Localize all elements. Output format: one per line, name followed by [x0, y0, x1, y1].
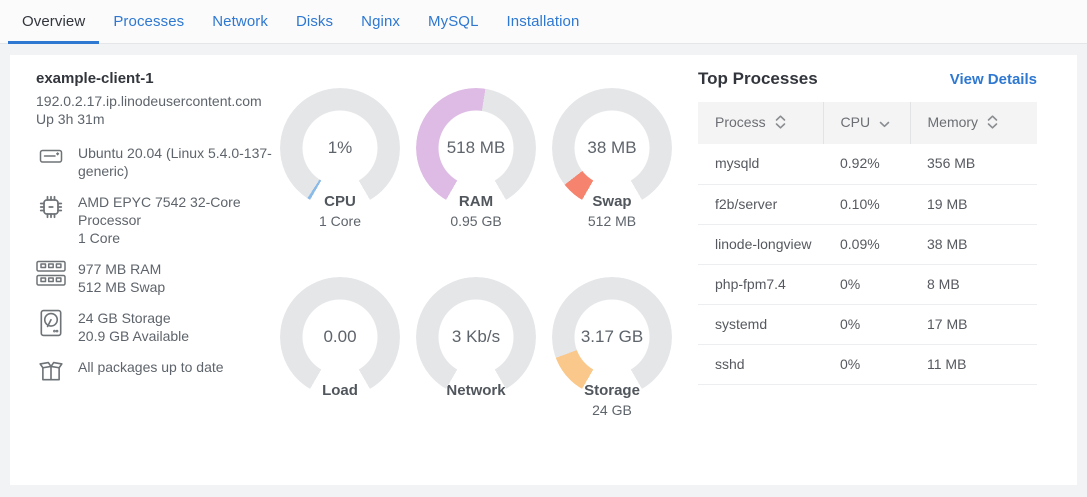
tab-nginx[interactable]: Nginx	[361, 13, 400, 30]
process-cpu: 0.10%	[823, 184, 910, 225]
tab-overview[interactable]: Overview	[8, 0, 100, 44]
top-processes-title: Top Processes	[698, 69, 818, 88]
storage-total: 24 GB Storage	[78, 310, 171, 326]
process-row: f2b/server 0.10% 19 MB	[698, 184, 1037, 225]
gauge-storage: 3.17 GB Storage 24 GB	[544, 277, 680, 418]
cpu-gauge-sublabel: 1 Core	[318, 213, 362, 229]
process-row: systemd 0% 17 MB	[698, 304, 1037, 345]
cpu-label: AMD EPYC 7542 32-Core Processor 1 Core	[78, 193, 272, 247]
spec-os: Ubuntu 20.04 (Linux 5.4.0-137-generic)	[36, 144, 272, 180]
load-gauge-ring	[280, 277, 400, 397]
process-row: mysqld 0.92% 356 MB	[698, 144, 1037, 185]
process-cpu: 0.09%	[823, 224, 910, 265]
gauge-row-top: 1% CPU 1 Core 518 MB RAM 0.95 GB 38 MB S…	[272, 88, 680, 229]
process-memory: 356 MB	[910, 144, 1037, 185]
swap-gauge-value: 38 MB	[587, 138, 637, 157]
process-cpu: 0.92%	[823, 144, 910, 185]
network-gauge-ring	[416, 277, 536, 397]
gauge-network: 3 Kb/s Network	[408, 277, 544, 418]
swap-amount: 512 MB Swap	[78, 279, 166, 295]
column-header-memory[interactable]: Memory	[910, 102, 1037, 144]
swap-gauge-sublabel: 512 MB	[587, 213, 637, 229]
view-details-link[interactable]: View Details	[949, 70, 1037, 88]
gauge-load: 0.00 Load	[272, 277, 408, 418]
process-row: sshd 0% 11 MB	[698, 344, 1037, 385]
process-memory: 38 MB	[910, 224, 1037, 265]
tab-bar: Overview Processes Network Disks Nginx M…	[0, 0, 1087, 44]
sort-both-icon	[987, 115, 998, 132]
sort-desc-icon	[879, 116, 890, 132]
cpu-gauge-ring	[280, 88, 400, 208]
client-domain: 192.0.2.17.ip.linodeusercontent.com	[36, 93, 262, 109]
storage-gauge-ring	[552, 277, 672, 397]
storage-label: 24 GB Storage 20.9 GB Available	[78, 309, 189, 345]
top-processes-table: Process CPU Memory mysqld 0.92% 356 MB	[698, 102, 1037, 385]
load-gauge-value: 0.00	[323, 327, 357, 346]
top-processes-panel: Top Processes View Details Process CPU M…	[680, 55, 1077, 485]
tab-installation[interactable]: Installation	[506, 13, 580, 30]
tab-network[interactable]: Network	[212, 13, 268, 30]
process-name: f2b/server	[698, 184, 823, 225]
sort-both-icon	[775, 115, 786, 132]
ram-gauge-sublabel: 0.95 GB	[450, 213, 502, 229]
process-memory: 8 MB	[910, 264, 1037, 305]
os-label: Ubuntu 20.04 (Linux 5.4.0-137-generic)	[78, 145, 272, 179]
package-box-icon	[36, 358, 66, 384]
tab-mysql[interactable]: MySQL	[428, 13, 479, 30]
cpu-chip-icon	[36, 193, 66, 247]
ram-icon	[36, 260, 66, 296]
process-name: mysqld	[698, 144, 823, 185]
cpu-model: AMD EPYC 7542 32-Core Processor	[78, 194, 241, 228]
process-row: php-fpm7.4 0% 8 MB	[698, 264, 1037, 305]
spec-packages: All packages up to date	[36, 358, 272, 384]
os-icon	[36, 144, 66, 180]
process-cpu: 0%	[823, 264, 910, 305]
column-header-cpu[interactable]: CPU	[823, 102, 911, 144]
disk-icon	[36, 309, 66, 345]
process-name: sshd	[698, 344, 823, 385]
gauges-panel: 1% CPU 1 Core 518 MB RAM 0.95 GB 38 MB S…	[272, 55, 680, 485]
process-name: systemd	[698, 304, 823, 345]
ram-gauge-value: 518 MB	[446, 138, 506, 157]
gauge-row-bottom: 0.00 Load 3 Kb/s Network 3.17 GB Storage	[272, 277, 680, 418]
spec-list: Ubuntu 20.04 (Linux 5.4.0-137-generic) A…	[36, 144, 272, 384]
swap-gauge-ring	[552, 88, 672, 208]
client-hostname: example-client-1	[36, 70, 154, 87]
process-row: linode-longview 0.09% 38 MB	[698, 224, 1037, 265]
process-memory: 17 MB	[910, 304, 1037, 345]
network-gauge-value: 3 Kb/s	[451, 327, 501, 346]
process-memory: 11 MB	[910, 344, 1037, 385]
process-cpu: 0%	[823, 344, 910, 385]
process-memory: 19 MB	[910, 184, 1037, 225]
gauge-cpu: 1% CPU 1 Core	[272, 88, 408, 229]
spec-storage: 24 GB Storage 20.9 GB Available	[36, 309, 272, 345]
ram-gauge-ring	[416, 88, 536, 208]
storage-gauge-value: 3.17 GB	[580, 327, 644, 346]
gauge-ram: 518 MB RAM 0.95 GB	[408, 88, 544, 229]
tab-disks[interactable]: Disks	[295, 13, 334, 30]
ram-amount: 977 MB RAM	[78, 261, 162, 277]
process-cpu: 0%	[823, 304, 910, 345]
process-name: linode-longview	[698, 224, 823, 265]
cpu-gauge-value: 1%	[327, 138, 353, 157]
spec-memory: 977 MB RAM 512 MB Swap	[36, 260, 272, 296]
column-header-process[interactable]: Process	[698, 102, 824, 144]
storage-gauge-sublabel: 24 GB	[592, 402, 632, 418]
overview-card: example-client-1 192.0.2.17.ip.linodeuse…	[10, 55, 1077, 485]
cpu-cores: 1 Core	[78, 230, 121, 246]
client-uptime: Up 3h 31m	[36, 111, 105, 127]
tab-processes[interactable]: Processes	[113, 13, 185, 30]
table-header-row: Process CPU Memory	[698, 102, 1037, 144]
memory-label: 977 MB RAM 512 MB Swap	[78, 260, 165, 296]
storage-available: 20.9 GB Available	[78, 328, 190, 344]
process-name: php-fpm7.4	[698, 264, 823, 305]
system-info-panel: example-client-1 192.0.2.17.ip.linodeuse…	[10, 55, 272, 485]
gauge-swap: 38 MB Swap 512 MB	[544, 88, 680, 229]
spec-cpu: AMD EPYC 7542 32-Core Processor 1 Core	[36, 193, 272, 247]
packages-status: All packages up to date	[78, 359, 224, 375]
